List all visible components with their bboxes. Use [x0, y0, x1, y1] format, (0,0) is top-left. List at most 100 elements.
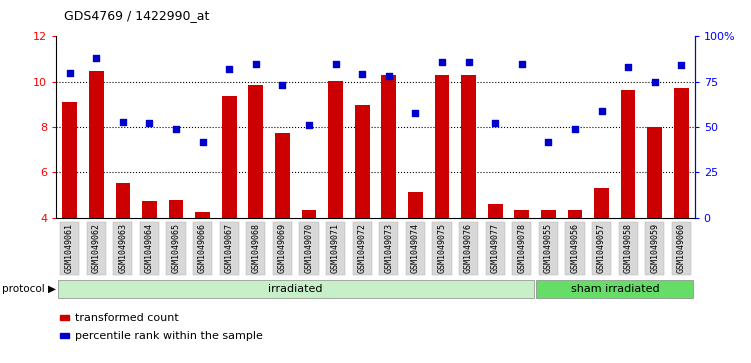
- Bar: [62, 102, 77, 218]
- Point: [596, 108, 608, 114]
- FancyBboxPatch shape: [536, 280, 693, 298]
- Point: [569, 126, 581, 132]
- Point: [675, 62, 687, 68]
- FancyBboxPatch shape: [219, 222, 239, 275]
- FancyBboxPatch shape: [538, 222, 558, 275]
- Point: [330, 61, 342, 66]
- Text: GSM1049074: GSM1049074: [411, 223, 420, 273]
- Point: [649, 79, 661, 85]
- Text: percentile rank within the sample: percentile rank within the sample: [75, 331, 263, 341]
- FancyBboxPatch shape: [326, 222, 345, 275]
- Point: [223, 66, 235, 72]
- FancyBboxPatch shape: [86, 222, 106, 275]
- Text: GSM1049076: GSM1049076: [464, 223, 473, 273]
- Point: [143, 121, 155, 126]
- Text: GSM1049060: GSM1049060: [677, 223, 686, 273]
- Text: GSM1049071: GSM1049071: [331, 223, 340, 273]
- Text: GSM1049061: GSM1049061: [65, 223, 74, 273]
- FancyBboxPatch shape: [645, 222, 665, 275]
- Text: GSM1049077: GSM1049077: [490, 223, 499, 273]
- Bar: [541, 210, 556, 218]
- Point: [542, 139, 554, 144]
- FancyBboxPatch shape: [353, 222, 372, 275]
- Text: GSM1049055: GSM1049055: [544, 223, 553, 273]
- Text: GDS4769 / 1422990_at: GDS4769 / 1422990_at: [64, 9, 210, 22]
- Bar: [169, 200, 183, 218]
- FancyBboxPatch shape: [406, 222, 425, 275]
- Bar: [382, 75, 396, 218]
- Bar: [674, 89, 689, 218]
- Point: [117, 119, 129, 125]
- Point: [64, 70, 76, 76]
- Bar: [195, 212, 210, 218]
- Text: GSM1049073: GSM1049073: [385, 223, 394, 273]
- Text: GSM1049066: GSM1049066: [198, 223, 207, 273]
- FancyBboxPatch shape: [512, 222, 532, 275]
- Text: irradiated: irradiated: [268, 284, 323, 294]
- Bar: [249, 85, 263, 218]
- Point: [170, 126, 182, 132]
- FancyBboxPatch shape: [140, 222, 159, 275]
- FancyBboxPatch shape: [592, 222, 611, 275]
- Bar: [488, 204, 502, 218]
- Text: GSM1049069: GSM1049069: [278, 223, 287, 273]
- FancyBboxPatch shape: [619, 222, 638, 275]
- FancyBboxPatch shape: [113, 222, 132, 275]
- FancyBboxPatch shape: [167, 222, 185, 275]
- Point: [90, 55, 102, 61]
- Bar: [594, 188, 609, 218]
- FancyBboxPatch shape: [566, 222, 584, 275]
- Bar: [514, 210, 529, 218]
- Point: [463, 59, 475, 65]
- Point: [303, 122, 315, 128]
- Point: [436, 59, 448, 65]
- Text: GSM1049070: GSM1049070: [304, 223, 313, 273]
- Text: GSM1049062: GSM1049062: [92, 223, 101, 273]
- Text: GSM1049057: GSM1049057: [597, 223, 606, 273]
- Bar: [302, 210, 316, 218]
- Point: [276, 82, 288, 88]
- Bar: [435, 75, 449, 218]
- FancyBboxPatch shape: [486, 222, 505, 275]
- Bar: [355, 106, 369, 218]
- Point: [250, 61, 262, 66]
- FancyBboxPatch shape: [379, 222, 398, 275]
- Bar: [328, 81, 343, 218]
- Bar: [116, 183, 130, 218]
- Bar: [275, 133, 290, 218]
- Text: GSM1049078: GSM1049078: [517, 223, 526, 273]
- Bar: [408, 192, 423, 218]
- Point: [197, 139, 209, 144]
- Text: sham irradiated: sham irradiated: [571, 284, 659, 294]
- Text: GSM1049068: GSM1049068: [252, 223, 261, 273]
- Bar: [222, 97, 237, 218]
- Point: [516, 61, 528, 66]
- Text: GSM1049072: GSM1049072: [357, 223, 366, 273]
- FancyBboxPatch shape: [672, 222, 691, 275]
- FancyBboxPatch shape: [193, 222, 213, 275]
- FancyBboxPatch shape: [60, 222, 79, 275]
- FancyBboxPatch shape: [433, 222, 451, 275]
- FancyBboxPatch shape: [273, 222, 292, 275]
- Text: GSM1049067: GSM1049067: [225, 223, 234, 273]
- FancyBboxPatch shape: [58, 280, 534, 298]
- Text: GSM1049075: GSM1049075: [438, 223, 447, 273]
- Text: GSM1049059: GSM1049059: [650, 223, 659, 273]
- Text: transformed count: transformed count: [75, 313, 179, 323]
- Text: GSM1049063: GSM1049063: [119, 223, 128, 273]
- Bar: [89, 72, 104, 218]
- Text: GSM1049064: GSM1049064: [145, 223, 154, 273]
- FancyBboxPatch shape: [459, 222, 478, 275]
- Point: [383, 73, 395, 79]
- Point: [489, 121, 501, 126]
- FancyBboxPatch shape: [246, 222, 265, 275]
- Point: [409, 110, 421, 115]
- Bar: [647, 127, 662, 218]
- FancyBboxPatch shape: [300, 222, 318, 275]
- Text: GSM1049056: GSM1049056: [571, 223, 580, 273]
- Point: [356, 72, 368, 77]
- Bar: [621, 90, 635, 218]
- Text: GSM1049058: GSM1049058: [623, 223, 632, 273]
- Text: GSM1049065: GSM1049065: [171, 223, 180, 273]
- Bar: [142, 201, 157, 218]
